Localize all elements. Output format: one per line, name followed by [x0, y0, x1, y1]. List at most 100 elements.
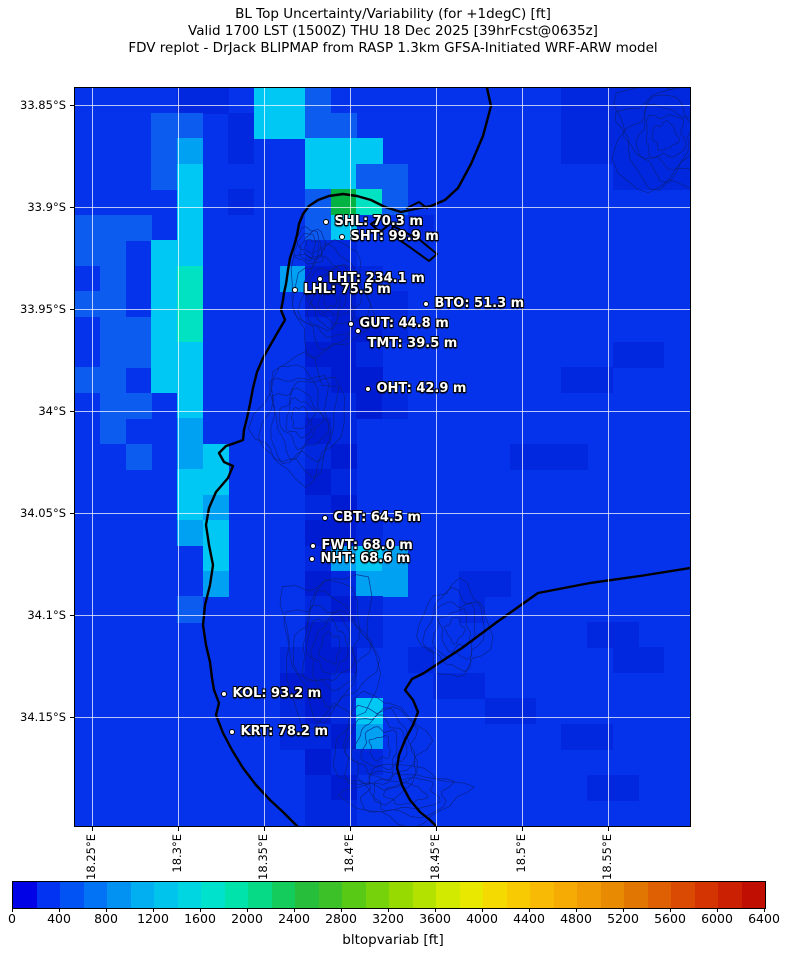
station-dot: [321, 514, 329, 522]
map-cell: [100, 265, 127, 292]
map-cell: [228, 138, 255, 165]
station-label: SHL: 70.3 m: [334, 214, 423, 229]
station-dot: [309, 542, 317, 550]
colorbar-segment: [271, 882, 295, 908]
map-cell: [305, 621, 332, 648]
station-label: NHT: 68.6 m: [320, 551, 411, 566]
title-line-2: Valid 1700 LST (1500Z) THU 18 Dec 2025 […: [188, 23, 598, 39]
colorbar-segment: [295, 882, 319, 908]
colorbar-segment: [671, 882, 695, 908]
map-cell: [561, 112, 588, 139]
map-cell: [458, 571, 486, 598]
colorbar-tick-mark: [200, 908, 201, 912]
colorbar-tick-label: 4800: [560, 911, 592, 926]
colorbar-tick-mark: [153, 908, 154, 912]
x-axis-tick-mark: [436, 827, 437, 831]
colorbar-segment: [83, 882, 107, 908]
y-axis-tick-label: 34°S: [38, 403, 66, 418]
map-cell: [561, 87, 588, 114]
map-cell: [663, 163, 690, 190]
map-cell: [177, 214, 204, 241]
map-cell: [177, 240, 204, 267]
map-cell: [587, 112, 614, 139]
station-dot: [364, 385, 372, 393]
map-cell: [305, 647, 332, 674]
map-cell: [177, 341, 204, 369]
station-dot: [347, 320, 355, 328]
map-cell: [177, 469, 204, 496]
map-cell: [612, 112, 639, 139]
map-cell: [74, 240, 101, 267]
map-cell: [535, 443, 562, 470]
map-cell: [330, 647, 357, 674]
map-cell: [458, 596, 486, 623]
map-cell: [305, 367, 332, 394]
map-cell: [638, 138, 665, 165]
colorbar-tick-mark: [482, 908, 483, 912]
latitude-gridline: [74, 512, 690, 514]
colorbar-tick-label: 6000: [701, 911, 733, 926]
x-axis-tick-mark: [264, 827, 265, 831]
map-cell: [638, 163, 665, 190]
map-cell: [279, 698, 306, 725]
map-cell: [202, 545, 229, 572]
map-cell: [382, 392, 409, 419]
longitude-gridline: [349, 87, 351, 826]
map-cell: [305, 189, 332, 216]
colorbar-tick-mark: [435, 908, 436, 912]
map-cell: [177, 494, 204, 521]
map-cell: [330, 316, 357, 343]
map-cell: [74, 367, 101, 394]
map-cell: [228, 112, 255, 139]
colorbar-segment: [107, 882, 131, 908]
colorbar-segment: [248, 882, 272, 908]
map-cell: [356, 163, 383, 190]
station-label: TMT: 39.5 m: [367, 336, 458, 351]
map-cell: [151, 138, 178, 165]
station-dot: [316, 275, 324, 283]
map-cell: [330, 392, 357, 419]
colorbar: [12, 881, 766, 909]
latitude-gridline: [74, 308, 690, 310]
station-label: BTO: 51.3 m: [434, 296, 525, 311]
latitude-gridline: [74, 206, 690, 208]
colorbar-segment: [412, 882, 436, 908]
map-cell: [561, 723, 588, 750]
map-cell: [356, 392, 383, 419]
y-axis-tick-mark: [70, 717, 74, 718]
map-cell: [177, 596, 204, 623]
colorbar-tick-label: 0: [8, 911, 16, 926]
station-label: LHT: 234.1 m: [328, 271, 425, 286]
map-cell: [330, 621, 357, 648]
x-axis-tick-label: 18.25°E: [84, 834, 98, 880]
colorbar-tick-mark: [717, 908, 718, 912]
map-cell: [612, 774, 639, 801]
map-cell: [382, 571, 409, 598]
map-cell: [151, 265, 178, 292]
colorbar-tick-label: 400: [47, 911, 71, 926]
map-cell: [125, 341, 152, 369]
colorbar-segment: [201, 882, 225, 908]
map-cell: [305, 240, 332, 267]
map-cell: [561, 138, 588, 165]
map-cell: [228, 189, 255, 216]
x-axis-tick-mark: [92, 827, 93, 831]
map-cell: [202, 571, 229, 598]
colorbar-segment: [718, 882, 742, 908]
map-cell: [612, 647, 639, 674]
map-cell: [202, 469, 229, 496]
map-cell: [587, 723, 614, 750]
y-axis-tick-label: 33.85°S: [20, 97, 66, 112]
x-axis-tick-mark: [608, 827, 609, 831]
map-cell: [151, 112, 178, 139]
colorbar-segment: [342, 882, 366, 908]
colorbar-segment: [694, 882, 718, 908]
station-label: LHL: 75.5 m: [303, 282, 391, 297]
station-label: CBT: 64.5 m: [333, 510, 421, 525]
map-cell: [612, 87, 639, 114]
colorbar-tick-mark: [623, 908, 624, 912]
station-label: KRT: 78.2 m: [240, 724, 329, 739]
x-axis-tick-label: 18.4°E: [342, 834, 356, 873]
map-cell: [177, 291, 204, 318]
